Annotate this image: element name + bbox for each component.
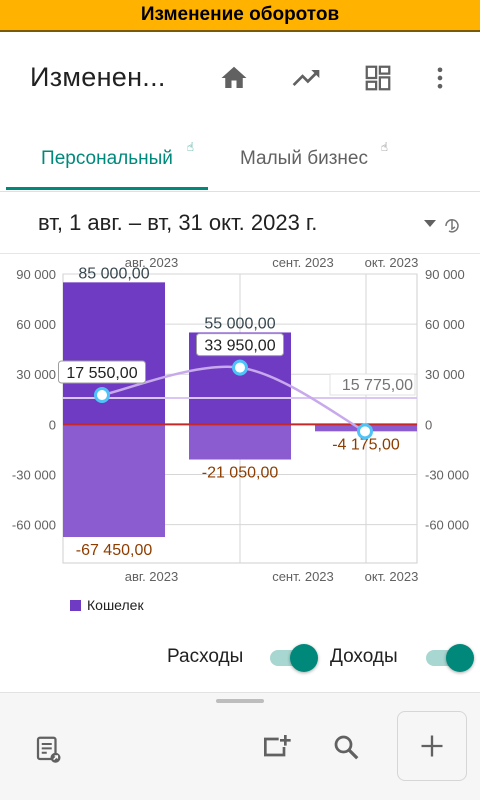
- bar-expense-label: -4 175,00: [332, 436, 400, 453]
- drag-handle[interactable]: [216, 699, 264, 703]
- expenses-toggle[interactable]: [268, 644, 318, 672]
- bar-expense: [189, 424, 291, 460]
- y-tick-label-right: 0: [425, 417, 432, 432]
- expenses-toggle-label: Расходы: [167, 646, 244, 667]
- tab-bar: Персональный ☝ Малый бизнес ☝: [0, 128, 480, 192]
- more-vert-icon[interactable]: [420, 58, 460, 98]
- search-icon[interactable]: [326, 727, 366, 767]
- trending-up-icon[interactable]: [286, 58, 326, 98]
- add-icon: [421, 735, 443, 757]
- app-bar: Изменен...: [0, 36, 480, 124]
- x-tick-label-bottom: сент. 2023: [272, 569, 334, 584]
- y-tick-label-right: -30 000: [425, 467, 469, 482]
- report-icon[interactable]: [28, 729, 68, 769]
- touch-icon: ☝: [380, 140, 388, 154]
- y-tick-label-left: -30 000: [12, 467, 56, 482]
- income-toggle-thumb: [446, 644, 474, 672]
- y-tick-label-right: -60 000: [425, 518, 469, 533]
- x-tick-label-top: авг. 2023: [125, 255, 178, 270]
- tab-small-business[interactable]: Малый бизнес ☝: [212, 128, 396, 190]
- y-tick-label-left: 30 000: [16, 367, 56, 382]
- y-tick-label-right: 90 000: [425, 267, 465, 282]
- x-tick-label-top: окт. 2023: [365, 255, 419, 270]
- y-tick-label-right: 60 000: [425, 317, 465, 332]
- y-tick-label-left: -60 000: [12, 518, 56, 533]
- bar-expense-label: -21 050,00: [202, 465, 279, 482]
- x-tick-label-bottom: авг. 2023: [125, 569, 178, 584]
- bar-expense: [63, 424, 165, 538]
- net-point-label: 33 950,00: [204, 338, 275, 355]
- y-tick-label-left: 60 000: [16, 317, 56, 332]
- turnover-chart: 90 000 90 000 60 000 60 000 30 000 30 000 0 0 -3…: [12, 255, 469, 584]
- average-label-box: [329, 373, 416, 396]
- y-tick-label-left: 0: [49, 417, 56, 432]
- dashboard-grid-icon[interactable]: [358, 58, 398, 98]
- bar-income-label: 85 000,00: [78, 265, 149, 282]
- income-toggle-label: Доходы: [330, 646, 398, 667]
- touch-icon: ☝: [186, 140, 194, 154]
- toggle-row: Расходы Доходы: [0, 636, 480, 680]
- expenses-toggle-thumb: [290, 644, 318, 672]
- tab-personal-label: Персональный: [41, 148, 173, 169]
- bottom-toolbar: [0, 692, 480, 800]
- window-title: Изменение оборотов: [140, 4, 340, 25]
- tab-indicator: [6, 187, 208, 190]
- page-title: Изменен...: [30, 62, 166, 92]
- net-point: [94, 387, 110, 404]
- net-point: [232, 359, 248, 376]
- net-point: [357, 423, 373, 440]
- add-button[interactable]: [397, 711, 467, 781]
- date-range-bar[interactable]: вт, 1 авг. – вт, 31 окт. 2023 г.: [0, 192, 480, 254]
- x-tick-label-top: сент. 2023: [272, 255, 334, 270]
- tab-small-business-label: Малый бизнес: [239, 148, 368, 169]
- tab-personal[interactable]: Персональный ☝: [6, 128, 208, 190]
- add-window-icon[interactable]: [256, 727, 296, 767]
- dropdown-arrow-icon[interactable]: [420, 212, 468, 236]
- income-toggle[interactable]: [424, 644, 474, 672]
- net-label-box: [58, 360, 146, 384]
- x-tick-label-bottom: окт. 2023: [365, 569, 419, 584]
- home-icon[interactable]: [214, 58, 254, 98]
- date-range-label: вт, 1 авг. – вт, 31 окт. 2023 г.: [38, 210, 318, 235]
- legend-swatch: [70, 599, 81, 611]
- bar-income: [63, 282, 165, 425]
- net-point-label: 17 550,00: [66, 365, 137, 382]
- net-label-box: [196, 333, 284, 357]
- average-label: 15 775,00: [342, 377, 413, 394]
- bar-expense-label: -67 450,00: [76, 542, 153, 559]
- y-tick-label-left: 90 000: [16, 267, 56, 282]
- y-tick-label-right: 30 000: [425, 367, 465, 382]
- bar-income-label: 55 000,00: [204, 315, 275, 332]
- legend-label: Кошелек: [87, 597, 144, 613]
- chart-legend: Кошелек: [70, 597, 144, 613]
- window-title-bar: Изменение оборотов: [0, 0, 480, 32]
